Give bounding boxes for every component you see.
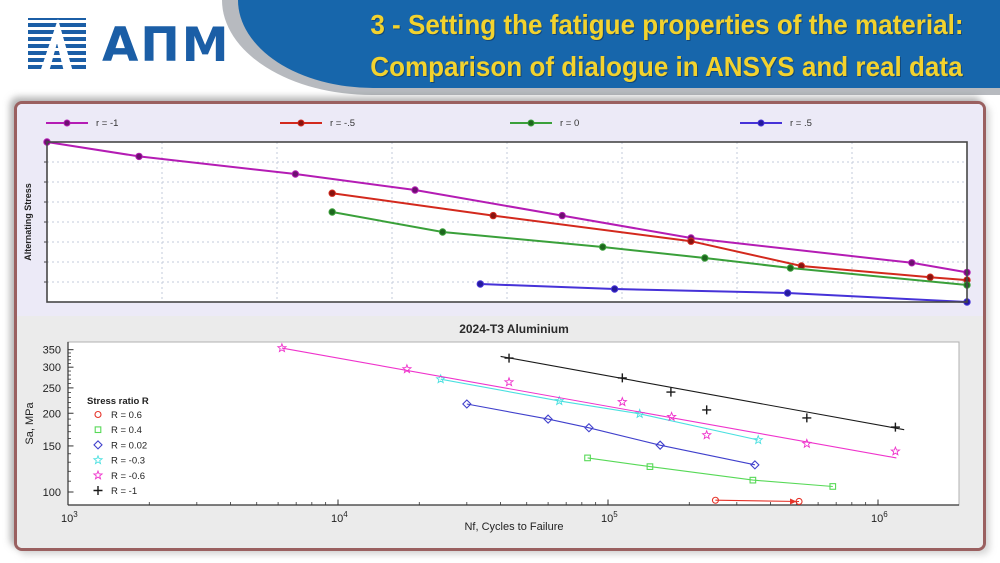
y-tick-label: 150 [43, 441, 61, 453]
legend-label: R = -1 [111, 486, 137, 497]
experimental-sn-chart-panel: 2024-T3 Aluminium 103 104 105 106 350 300 250 20… [17, 316, 983, 548]
top-legend-item: r = .5 [740, 118, 812, 129]
series-R-0.6 [276, 342, 901, 459]
content-frame: Alternating Stress r = -1 r = -.5 r = 0 r = … [14, 101, 986, 551]
top-legend-item: r = 0 [510, 118, 579, 129]
y-tick-label: 350 [43, 345, 61, 357]
y-tick-label: 250 [43, 383, 61, 395]
x-tick-label: 105 [601, 510, 618, 525]
bottom-legend: Stress ratio R R = 0.6 R = 0.4 R = 0.02 R = … [87, 396, 149, 497]
svg-text:r = .5: r = .5 [790, 118, 812, 129]
series-R0.02 [462, 399, 760, 470]
x-tick-label: 103 [61, 510, 78, 525]
legend-label: R = 0.4 [111, 425, 142, 436]
logo-text: АПМ [102, 17, 231, 73]
bottom-ylabel: Sa, MPa [24, 402, 36, 445]
top-ylabel: Alternating Stress [23, 183, 33, 261]
ansys-sn-chart: Alternating Stress r = -1 r = -.5 r = 0 r = … [23, 118, 971, 306]
y-tick-label: 100 [43, 487, 61, 499]
grid [47, 142, 967, 302]
series-R0.6 [711, 496, 803, 506]
apm-logo: АПМ [28, 16, 230, 74]
apm-logo-icon [28, 18, 86, 72]
series-R-0.3 [435, 373, 764, 445]
slide-title-line1: 3 - Setting the fatigue properties of th… [369, 9, 964, 40]
svg-text:r = 0: r = 0 [560, 118, 579, 129]
svg-text:r = -1: r = -1 [96, 118, 118, 129]
ansys-sn-chart-panel: Alternating Stress r = -1 r = -.5 r = 0 r = … [17, 104, 983, 316]
legend-label: R = 0.6 [111, 410, 142, 421]
bottom-chart-title: 2024-T3 Aluminium [459, 322, 569, 336]
legend-label: R = 0.02 [111, 440, 147, 451]
series-r-1 [43, 138, 971, 277]
slide-title-line2: Comparison of dialogue in ANSYS and real… [370, 51, 963, 82]
experimental-sn-chart: 2024-T3 Aluminium 103 104 105 106 350 300 250 20… [24, 322, 960, 533]
series-R-1 [500, 353, 905, 432]
legend-title: Stress ratio R [87, 396, 149, 407]
series-r.5 [476, 280, 971, 306]
series-R0.4 [584, 454, 837, 490]
y-tick-label: 200 [43, 408, 61, 420]
x-tick-label: 104 [331, 510, 348, 525]
series-r0 [328, 208, 971, 289]
title-banner: 3 - Setting the fatigue properties of th… [238, 0, 1000, 88]
x-tick-label: 106 [871, 510, 888, 525]
bottom-xlabel: Nf, Cycles to Failure [464, 521, 563, 533]
svg-text:r = -.5: r = -.5 [330, 118, 355, 129]
top-legend-item: r = -.5 [280, 118, 355, 129]
y-tick-label: 300 [43, 362, 61, 374]
legend-label: R = -0.6 [111, 471, 145, 482]
legend-label: R = -0.3 [111, 456, 145, 467]
top-legend-item: r = -1 [46, 118, 118, 129]
